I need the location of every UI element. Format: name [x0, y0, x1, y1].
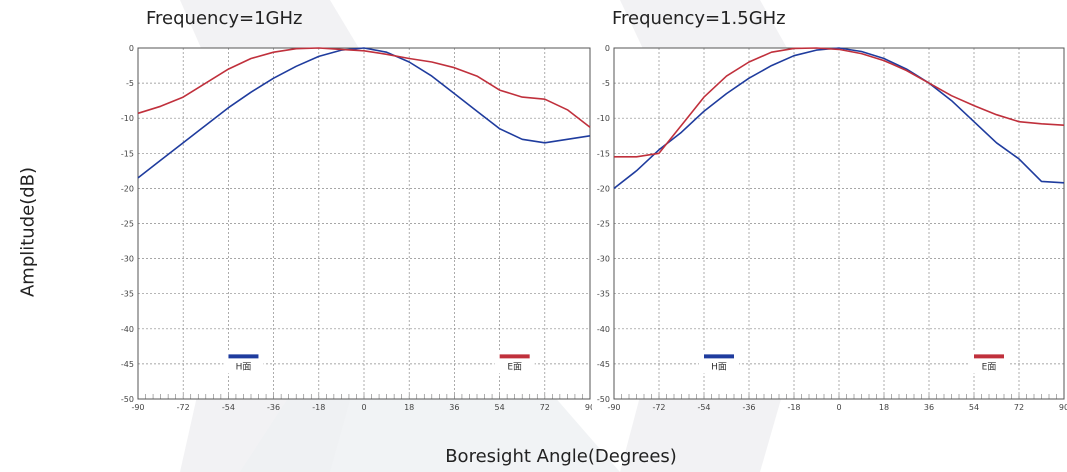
- y-tick-label: -40: [597, 325, 610, 334]
- x-tick-label: -90: [607, 403, 620, 412]
- series-line: [137, 47, 591, 128]
- legend-label: H面: [236, 361, 252, 372]
- y-tick-label: 0: [605, 44, 610, 53]
- y-tick-label: -45: [597, 360, 610, 369]
- x-tick-label: 54: [495, 403, 505, 412]
- y-tick-label: -20: [597, 184, 610, 193]
- legend-label: E面: [982, 361, 997, 372]
- legend-label: E面: [507, 361, 522, 372]
- y-tick-label: -10: [597, 114, 610, 123]
- y-tick-label: -25: [121, 220, 134, 229]
- x-tick-label: 18: [404, 403, 414, 412]
- x-tick-label: 72: [540, 403, 550, 412]
- series-line: [614, 47, 1065, 158]
- y-tick-label: -30: [597, 255, 610, 264]
- y-tick-label: -5: [602, 79, 610, 88]
- x-tick-label: 0: [836, 403, 841, 412]
- x-tick-label: 36: [449, 403, 459, 412]
- y-axis-label: Amplitude(dB): [17, 166, 39, 298]
- y-tick-label: -10: [121, 114, 134, 123]
- x-tick-label: -54: [697, 403, 710, 412]
- y-tick-label: -20: [121, 184, 134, 193]
- plot-1ghz: 0 -5 -10 -15 -20 -25 -30 -35 -40 -45 -50-90 -72 -54 -…: [121, 44, 592, 412]
- x-tick-label: -18: [312, 403, 325, 412]
- x-tick-label: -72: [177, 403, 190, 412]
- legend-label: H面: [711, 361, 727, 372]
- x-tick-label: -54: [222, 403, 235, 412]
- y-tick-label: -50: [597, 395, 610, 404]
- x-tick-label: -72: [652, 403, 665, 412]
- x-tick-label: 90: [585, 403, 592, 412]
- series-line: [137, 47, 591, 179]
- series-line: [613, 47, 1065, 190]
- x-tick-label: 0: [361, 403, 366, 412]
- y-tick-label: 0: [129, 44, 134, 53]
- x-tick-label: 36: [924, 403, 934, 412]
- chart-title-1ghz: Frequency=1GHz: [146, 8, 303, 29]
- x-tick-label: 90: [1059, 403, 1067, 412]
- x-tick-label: 18: [879, 403, 889, 412]
- y-tick-label: -50: [121, 395, 134, 404]
- x-tick-label: -90: [131, 403, 144, 412]
- y-tick-label: -45: [121, 360, 134, 369]
- y-tick-label: -40: [121, 325, 134, 334]
- x-tick-label: -36: [742, 403, 755, 412]
- x-tick-label: 72: [1014, 403, 1024, 412]
- y-tick-label: -5: [126, 79, 134, 88]
- y-tick-label: -35: [597, 290, 610, 299]
- y-tick-label: -35: [121, 290, 134, 299]
- x-tick-label: 54: [969, 403, 979, 412]
- y-tick-label: -30: [121, 255, 134, 264]
- plot-1-5ghz: 0 -5 -10 -15 -20 -25 -30 -35 -40 -45 -50-90 -72 -54 -…: [597, 44, 1067, 412]
- y-tick-label: -15: [121, 149, 134, 158]
- x-tick-label: -36: [267, 403, 280, 412]
- x-axis-label: Boresight Angle(Degrees): [445, 446, 677, 467]
- chart-title-1-5ghz: Frequency=1.5GHz: [612, 8, 786, 29]
- y-tick-label: -25: [597, 220, 610, 229]
- y-tick-label: -15: [597, 149, 610, 158]
- x-tick-label: -18: [787, 403, 800, 412]
